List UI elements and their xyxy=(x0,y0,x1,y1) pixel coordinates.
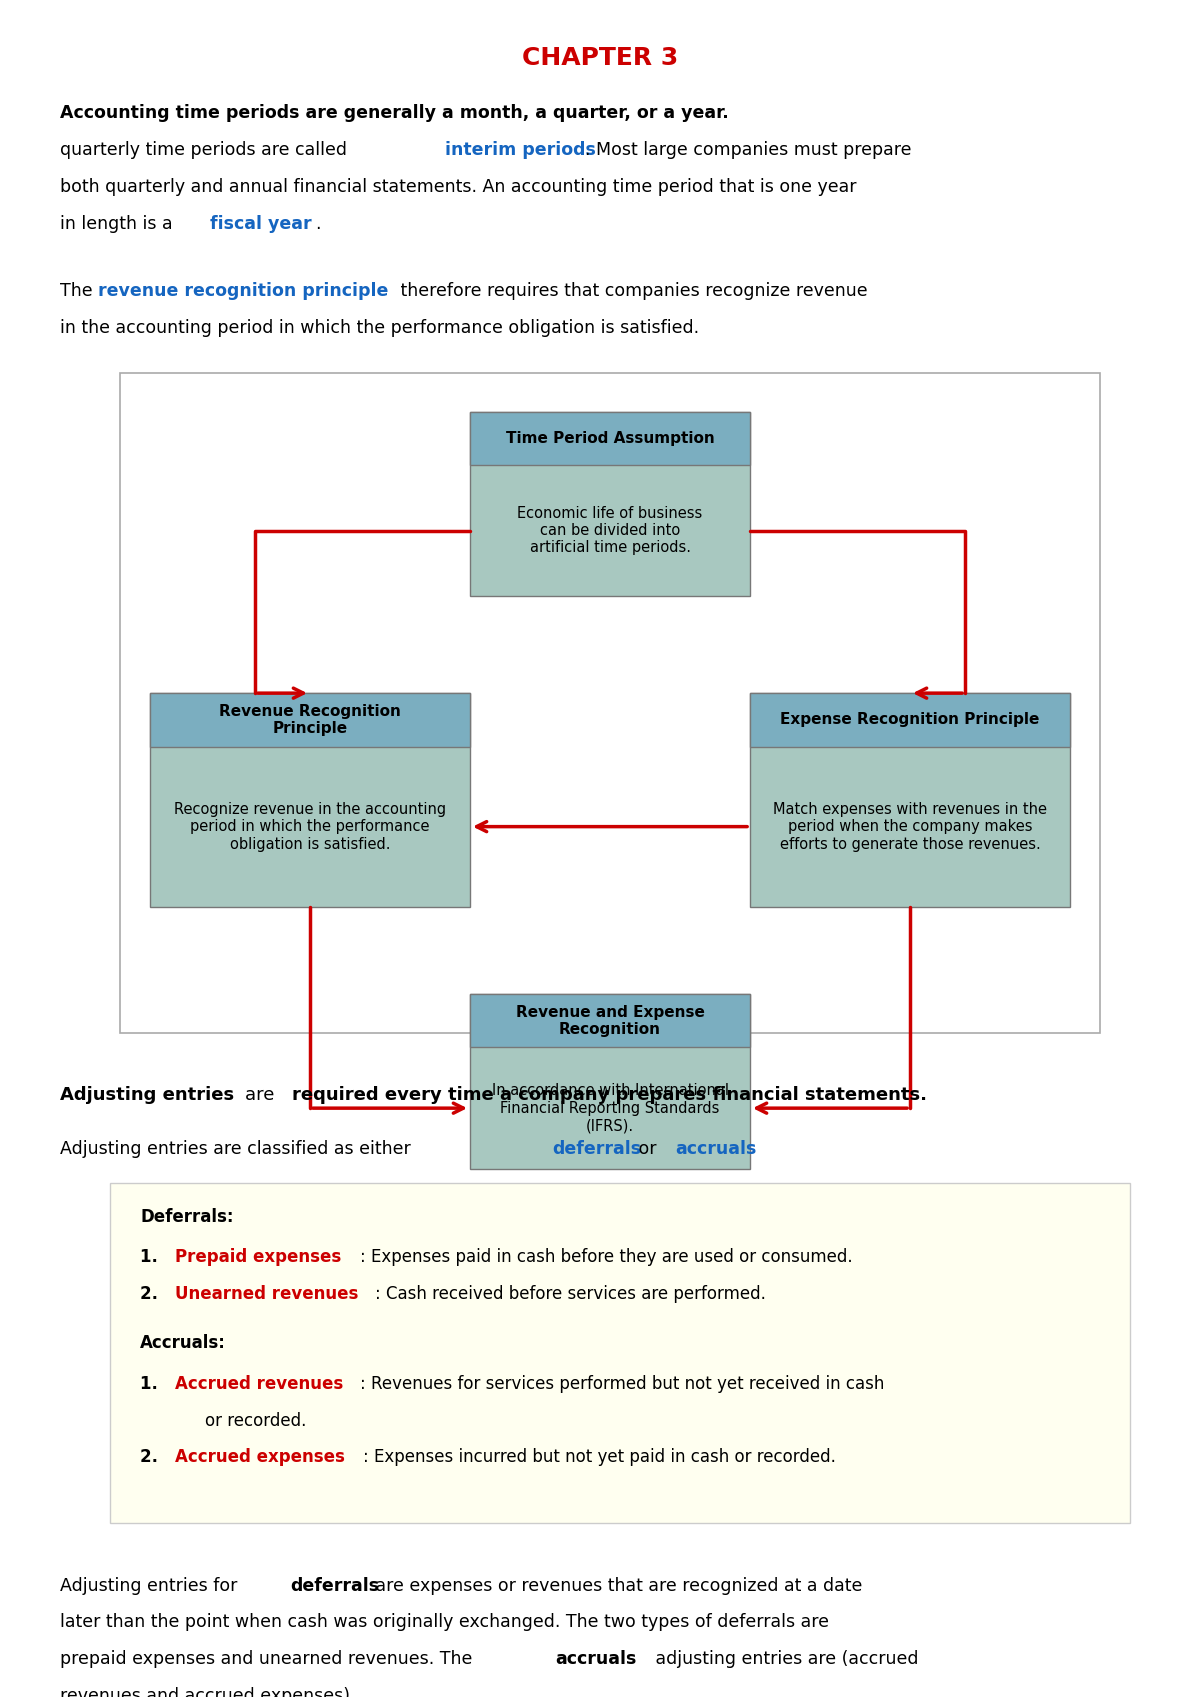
Text: Revenue Recognition
Principle: Revenue Recognition Principle xyxy=(220,704,401,736)
Text: are expenses or revenues that are recognized at a date: are expenses or revenues that are recogn… xyxy=(370,1577,863,1595)
Text: . Most large companies must prepare: . Most large companies must prepare xyxy=(586,141,912,160)
Text: Economic life of business
can be divided into
artificial time periods.: Economic life of business can be divided… xyxy=(517,506,703,555)
FancyBboxPatch shape xyxy=(750,692,1070,906)
FancyBboxPatch shape xyxy=(470,994,750,1169)
Text: 1.: 1. xyxy=(140,1375,169,1393)
Text: 2.: 2. xyxy=(140,1285,169,1303)
Text: or: or xyxy=(634,1140,662,1157)
Text: In accordance with International
Financial Reporting Standards
(IFRS).: In accordance with International Financi… xyxy=(492,1083,728,1134)
Text: revenues and accrued expenses): revenues and accrued expenses) xyxy=(60,1687,350,1697)
FancyBboxPatch shape xyxy=(120,373,1100,1033)
FancyBboxPatch shape xyxy=(150,692,470,747)
Text: Revenue and Expense
Recognition: Revenue and Expense Recognition xyxy=(516,1005,704,1037)
Text: Unearned revenues: Unearned revenues xyxy=(175,1285,359,1303)
Text: Adjusting entries for: Adjusting entries for xyxy=(60,1577,242,1595)
Text: The: The xyxy=(60,282,98,300)
FancyBboxPatch shape xyxy=(470,994,750,1047)
Text: are: are xyxy=(245,1086,280,1105)
Text: Time Period Assumption: Time Period Assumption xyxy=(505,431,714,446)
Text: Prepaid expenses: Prepaid expenses xyxy=(175,1249,341,1266)
Text: Deferrals:: Deferrals: xyxy=(140,1208,234,1225)
Text: 2.: 2. xyxy=(140,1449,169,1466)
FancyBboxPatch shape xyxy=(470,412,750,596)
Text: interim periods: interim periods xyxy=(445,141,596,160)
Text: Accrued revenues: Accrued revenues xyxy=(175,1375,343,1393)
Text: Recognize revenue in the accounting
period in which the performance
obligation i: Recognize revenue in the accounting peri… xyxy=(174,801,446,852)
Text: Adjusting entries are classified as either: Adjusting entries are classified as eith… xyxy=(60,1140,416,1157)
Text: both quarterly and annual financial statements. An accounting time period that i: both quarterly and annual financial stat… xyxy=(60,178,857,195)
Text: fiscal year: fiscal year xyxy=(210,214,312,232)
Text: in the accounting period in which the performance obligation is satisfied.: in the accounting period in which the pe… xyxy=(60,319,700,338)
Text: Accruals:: Accruals: xyxy=(140,1334,226,1353)
Text: : Expenses incurred but not yet paid in cash or recorded.: : Expenses incurred but not yet paid in … xyxy=(364,1449,836,1466)
Text: Accounting time periods are generally a month, a quarter, or a year.: Accounting time periods are generally a … xyxy=(60,104,728,122)
Text: .: . xyxy=(314,214,320,232)
Text: prepaid expenses and unearned revenues. The: prepaid expenses and unearned revenues. … xyxy=(60,1651,478,1668)
Text: adjusting entries are (accrued: adjusting entries are (accrued xyxy=(650,1651,918,1668)
Text: or recorded.: or recorded. xyxy=(205,1412,306,1429)
Text: : Revenues for services performed but not yet received in cash: : Revenues for services performed but no… xyxy=(360,1375,884,1393)
Text: deferrals: deferrals xyxy=(290,1577,379,1595)
Text: : Cash received before services are performed.: : Cash received before services are perf… xyxy=(374,1285,766,1303)
Text: in length is a: in length is a xyxy=(60,214,178,232)
Text: Expense Recognition Principle: Expense Recognition Principle xyxy=(780,713,1039,728)
FancyBboxPatch shape xyxy=(750,692,1070,747)
Text: 1.: 1. xyxy=(140,1249,169,1266)
Text: Match expenses with revenues in the
period when the company makes
efforts to gen: Match expenses with revenues in the peri… xyxy=(773,801,1046,852)
Text: later than the point when cash was originally exchanged. The two types of deferr: later than the point when cash was origi… xyxy=(60,1614,829,1631)
Text: quarterly time periods are called: quarterly time periods are called xyxy=(60,141,353,160)
Text: accruals: accruals xyxy=(674,1140,756,1157)
Text: : Expenses paid in cash before they are used or consumed.: : Expenses paid in cash before they are … xyxy=(360,1249,853,1266)
Text: therefore requires that companies recognize revenue: therefore requires that companies recogn… xyxy=(395,282,868,300)
FancyBboxPatch shape xyxy=(110,1183,1130,1524)
Text: required every time a company prepares financial statements.: required every time a company prepares f… xyxy=(292,1086,928,1105)
Text: Accrued expenses: Accrued expenses xyxy=(175,1449,344,1466)
Text: revenue recognition principle: revenue recognition principle xyxy=(98,282,389,300)
FancyBboxPatch shape xyxy=(150,692,470,906)
FancyBboxPatch shape xyxy=(470,412,750,465)
Text: accruals: accruals xyxy=(554,1651,636,1668)
Text: CHAPTER 3: CHAPTER 3 xyxy=(522,46,678,70)
Text: deferrals: deferrals xyxy=(552,1140,641,1157)
Text: Adjusting entries: Adjusting entries xyxy=(60,1086,234,1105)
